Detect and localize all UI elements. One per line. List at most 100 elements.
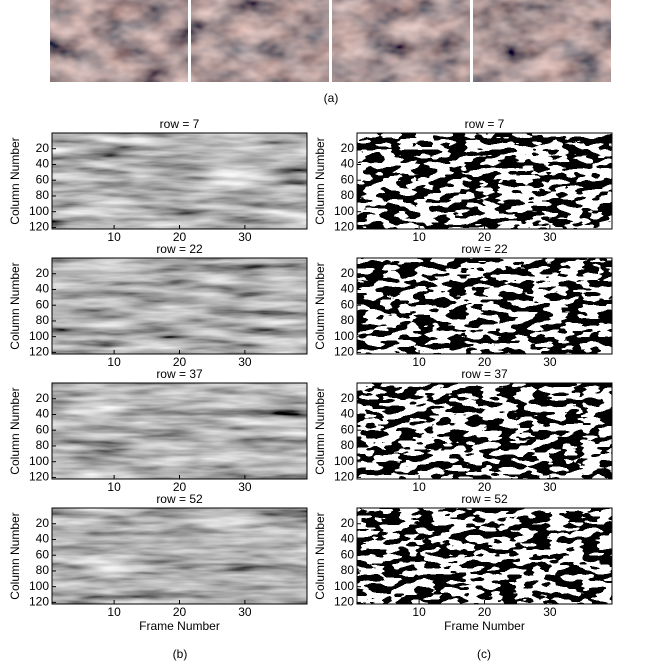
x-tick-label: 30 bbox=[238, 605, 252, 619]
x-tick-label: 20 bbox=[478, 480, 492, 494]
video-frame bbox=[332, 0, 470, 82]
y-tick-label: 60 bbox=[341, 547, 355, 561]
y-tick-label: 80 bbox=[341, 188, 355, 202]
x-tick-label: 10 bbox=[412, 605, 426, 619]
x-tick-label: 30 bbox=[238, 480, 252, 494]
y-tick-label: 20 bbox=[341, 141, 355, 155]
heatmap-image bbox=[52, 508, 307, 604]
photo-strip bbox=[50, 0, 611, 82]
y-tick-label: 80 bbox=[36, 188, 50, 202]
y-axis-label: Column Number bbox=[313, 512, 327, 599]
y-tick-label: 120 bbox=[29, 595, 49, 609]
y-tick-label: 40 bbox=[36, 532, 50, 546]
y-axis-label: Column Number bbox=[313, 387, 327, 474]
y-tick-label: 100 bbox=[334, 329, 354, 343]
y-axis-label: Column Number bbox=[8, 137, 22, 224]
y-tick-label: 100 bbox=[334, 579, 354, 593]
x-tick-label: 30 bbox=[543, 480, 557, 494]
x-tick-label: 30 bbox=[543, 230, 557, 244]
y-tick-label: 40 bbox=[341, 157, 355, 171]
x-tick-label: 10 bbox=[107, 230, 121, 244]
x-tick-label: 20 bbox=[173, 480, 187, 494]
y-axis-label: Column Number bbox=[8, 387, 22, 474]
y-tick-label: 100 bbox=[334, 454, 354, 468]
caption: (c) bbox=[477, 647, 491, 661]
y-axis-label: Column Number bbox=[8, 262, 22, 349]
x-tick-label: 20 bbox=[478, 355, 492, 369]
panel-title: row = 52 bbox=[156, 492, 203, 506]
x-axis-label: Frame Number bbox=[139, 619, 220, 633]
x-tick-label: 20 bbox=[173, 230, 187, 244]
y-tick-label: 80 bbox=[341, 438, 355, 452]
y-tick-label: 20 bbox=[341, 266, 355, 280]
x-tick-label: 30 bbox=[543, 355, 557, 369]
y-tick-label: 80 bbox=[36, 438, 50, 452]
x-tick-label: 10 bbox=[412, 355, 426, 369]
y-tick-label: 80 bbox=[341, 563, 355, 577]
x-tick-label: 10 bbox=[107, 605, 121, 619]
y-tick-label: 20 bbox=[341, 391, 355, 405]
y-tick-label: 80 bbox=[36, 563, 50, 577]
y-tick-label: 120 bbox=[29, 470, 49, 484]
x-tick-label: 10 bbox=[107, 355, 121, 369]
caption: (b) bbox=[173, 647, 188, 661]
y-tick-label: 100 bbox=[29, 329, 49, 343]
y-tick-label: 80 bbox=[341, 313, 355, 327]
y-tick-label: 20 bbox=[36, 266, 50, 280]
panel-title: row = 52 bbox=[461, 492, 508, 506]
y-tick-label: 120 bbox=[334, 345, 354, 359]
y-tick-label: 20 bbox=[36, 516, 50, 530]
x-axis-label: Frame Number bbox=[444, 619, 525, 633]
heatmap-image bbox=[357, 383, 612, 479]
y-tick-label: 60 bbox=[341, 297, 355, 311]
y-axis-label: Column Number bbox=[8, 512, 22, 599]
heatmap-image bbox=[52, 258, 307, 354]
panel-title: row = 22 bbox=[156, 242, 203, 256]
panel-title: row = 7 bbox=[160, 117, 200, 131]
panel-title: row = 37 bbox=[156, 367, 203, 381]
y-tick-label: 40 bbox=[341, 407, 355, 421]
y-tick-label: 40 bbox=[36, 282, 50, 296]
heatmap-image bbox=[357, 258, 612, 354]
y-tick-label: 60 bbox=[36, 547, 50, 561]
x-tick-label: 10 bbox=[412, 480, 426, 494]
heatmap-image bbox=[52, 133, 307, 229]
y-tick-label: 20 bbox=[36, 391, 50, 405]
y-tick-label: 40 bbox=[36, 407, 50, 421]
y-tick-label: 60 bbox=[341, 172, 355, 186]
heatmap-image bbox=[357, 133, 612, 229]
caption: (a) bbox=[324, 91, 339, 105]
x-tick-label: 20 bbox=[478, 605, 492, 619]
y-axis-label: Column Number bbox=[313, 262, 327, 349]
x-tick-label: 30 bbox=[238, 355, 252, 369]
x-tick-label: 10 bbox=[412, 230, 426, 244]
panel-title: row = 22 bbox=[461, 242, 508, 256]
x-tick-label: 20 bbox=[478, 230, 492, 244]
y-tick-label: 100 bbox=[29, 454, 49, 468]
heatmap-image bbox=[357, 508, 612, 604]
heatmap-image bbox=[52, 383, 307, 479]
y-tick-label: 20 bbox=[341, 516, 355, 530]
y-axis-label: Column Number bbox=[313, 137, 327, 224]
y-tick-label: 40 bbox=[341, 532, 355, 546]
y-tick-label: 120 bbox=[29, 220, 49, 234]
y-tick-label: 120 bbox=[334, 595, 354, 609]
x-tick-label: 20 bbox=[173, 605, 187, 619]
y-tick-label: 40 bbox=[341, 282, 355, 296]
y-tick-label: 60 bbox=[36, 422, 50, 436]
y-tick-label: 60 bbox=[341, 422, 355, 436]
y-tick-label: 100 bbox=[29, 579, 49, 593]
x-tick-label: 10 bbox=[107, 480, 121, 494]
y-tick-label: 80 bbox=[36, 313, 50, 327]
x-tick-label: 30 bbox=[543, 605, 557, 619]
video-frame bbox=[473, 0, 611, 82]
y-tick-label: 120 bbox=[334, 220, 354, 234]
y-tick-label: 100 bbox=[29, 204, 49, 218]
y-tick-label: 100 bbox=[334, 204, 354, 218]
y-tick-label: 40 bbox=[36, 157, 50, 171]
y-tick-label: 60 bbox=[36, 172, 50, 186]
y-tick-label: 120 bbox=[29, 345, 49, 359]
y-tick-label: 120 bbox=[334, 470, 354, 484]
panel-title: row = 7 bbox=[465, 117, 505, 131]
